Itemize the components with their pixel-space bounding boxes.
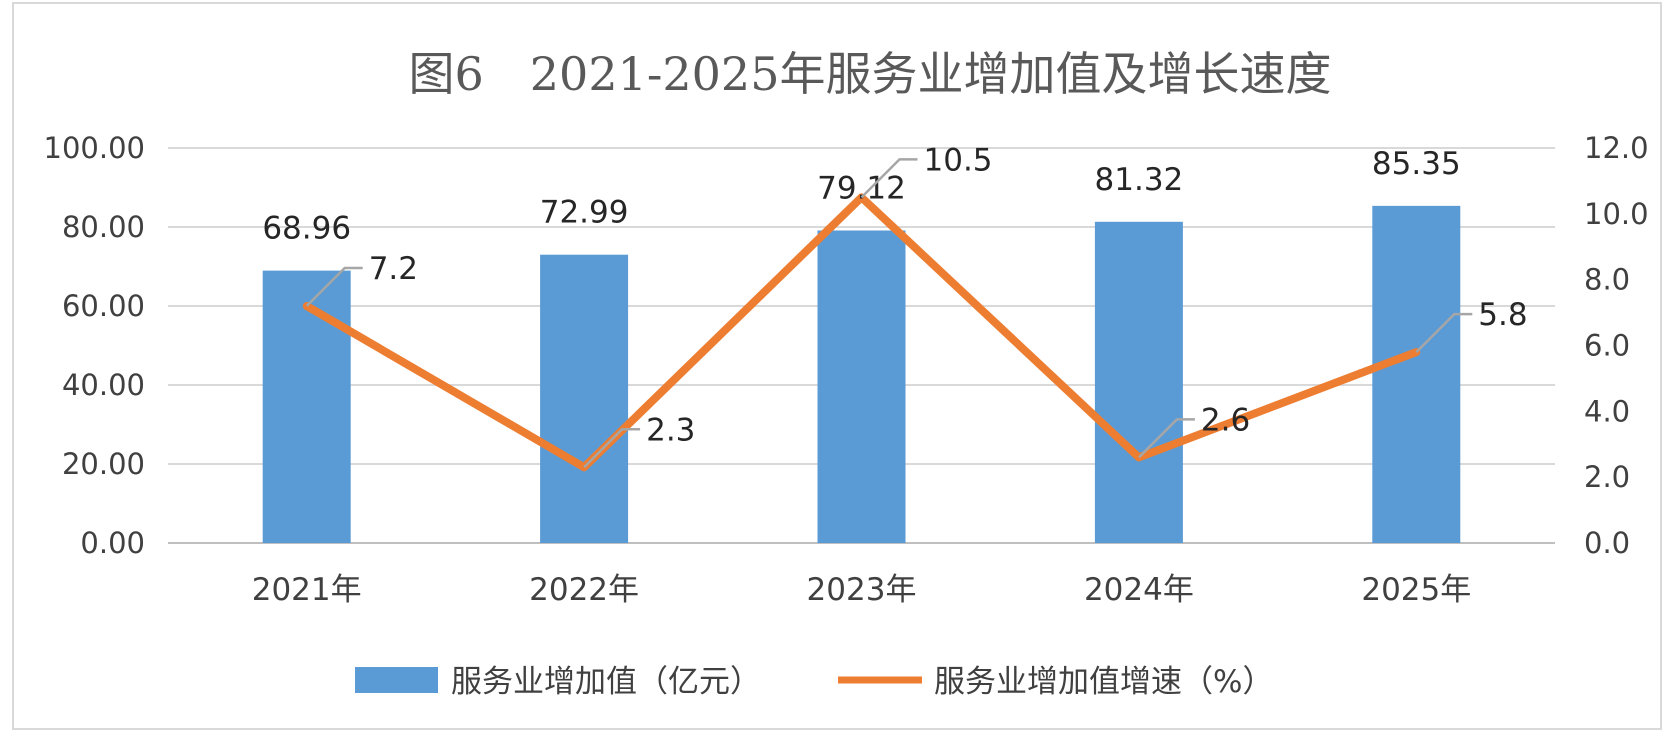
- left-tick-label: 60.00: [62, 289, 145, 323]
- left-tick-label: 20.00: [62, 447, 145, 481]
- legend-label-line: 服务业增加值增速（%）: [934, 664, 1273, 700]
- leader-line: [1415, 312, 1473, 353]
- right-tick-label: 12.0: [1584, 131, 1649, 165]
- left-tick-label: 0.00: [80, 526, 145, 560]
- legend-swatch-bars: [355, 667, 438, 693]
- leader-line: [305, 266, 363, 307]
- bar: [262, 270, 351, 543]
- bar: [1094, 221, 1183, 543]
- bar-value-label: 72.99: [540, 195, 629, 231]
- legend: 服务业增加值（亿元） 服务业增加值增速（%）: [355, 664, 1273, 700]
- left-tick-label: 40.00: [62, 368, 145, 402]
- line-value-label: 2.6: [1201, 402, 1250, 438]
- bar: [1372, 205, 1461, 543]
- right-tick-label: 0.0: [1584, 526, 1630, 560]
- left-tick-label: 100.00: [44, 131, 145, 165]
- line-value-label: 7.2: [369, 251, 418, 287]
- left-tick-label: 80.00: [62, 210, 145, 244]
- right-tick-label: 4.0: [1584, 394, 1630, 428]
- leader-line: [1138, 418, 1195, 459]
- right-tick-label: 8.0: [1584, 263, 1630, 297]
- right-tick-label: 2.0: [1584, 460, 1630, 494]
- bar-value-label: 85.35: [1372, 146, 1461, 182]
- gridlines: [168, 147, 1555, 544]
- line-value-label: 5.8: [1478, 297, 1527, 333]
- line-value-label: 10.5: [924, 142, 993, 178]
- leader-line: [860, 158, 918, 199]
- line-value-label: 2.3: [646, 412, 695, 448]
- data-labels: 68.96 72.99 79.12 81.32 85.35 7.2 2.3 10.5 2.6 5.…: [262, 142, 1528, 469]
- category-label: 2023年: [807, 572, 917, 608]
- left-axis-ticks: 0.00 20.00 40.00 60.00 80.00 100.00: [44, 131, 145, 560]
- chart-title: 图6 2021-2025年服务业增加值及增长速度: [409, 47, 1332, 101]
- category-label: 2025年: [1361, 572, 1471, 608]
- category-label: 2022年: [529, 572, 639, 608]
- bar-value-label: 68.96: [262, 211, 351, 247]
- category-label: 2024年: [1084, 572, 1194, 608]
- legend-label-bars: 服务业增加值（亿元）: [451, 664, 761, 700]
- right-tick-label: 10.0: [1584, 197, 1649, 231]
- bar: [817, 230, 906, 543]
- bar-series: [262, 205, 1461, 543]
- right-axis-ticks: 0.0 2.0 4.0 6.0 8.0 10.0 12.0: [1584, 131, 1649, 560]
- category-axis: 2021年 2022年 2023年 2024年 2025年: [252, 572, 1472, 608]
- right-tick-label: 6.0: [1584, 329, 1630, 363]
- category-label: 2021年: [252, 572, 362, 608]
- bar-value-label: 79.12: [817, 170, 906, 206]
- leader-line: [583, 428, 641, 469]
- bar: [540, 254, 629, 543]
- bar-value-label: 81.32: [1095, 162, 1184, 198]
